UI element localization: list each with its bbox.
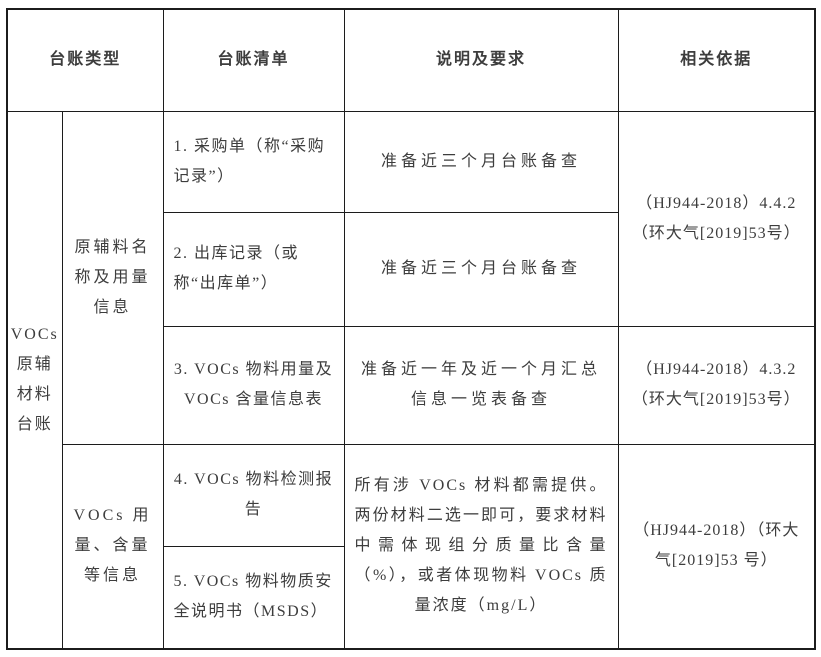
requirement-cell-3: 准备近一年及近一个月汇总信息一览表备查	[343, 325, 619, 445]
table-row: 5. VOCs 物料物质安全说明书（MSDS）	[7, 545, 815, 650]
header-ledger-list: 台账清单	[162, 8, 345, 112]
list-item-msds: 5. VOCs 物料物质安全说明书（MSDS）	[162, 545, 345, 650]
list-item-usage-content-table: 3. VOCs 物料用量及 VOCs 含量信息表	[162, 325, 345, 445]
requirement-cell-1: 准备近三个月台账备查	[343, 110, 619, 213]
requirement-cell-2: 准备近三个月台账备查	[343, 211, 619, 327]
vocs-ledger-table: 台账类型 台账清单 说明及要求 相关依据 VOCs原辅材料台账 原辅料名称及用量…	[6, 8, 817, 650]
subtype-cell-usage-content-info: VOCs 用量、含量等信息	[61, 443, 164, 650]
list-item-purchase-order: 1. 采购单（称“采购记录”）	[162, 110, 345, 213]
requirement-cell-4: 所有涉 VOCs 材料都需提供。两份材料二选一即可，要求材料中需体现组分质量比含…	[343, 443, 619, 650]
header-references: 相关依据	[617, 8, 816, 112]
table-row: VOCs 用量、含量等信息 4. VOCs 物料检测报告 所有涉 VOCs 材料…	[7, 443, 816, 650]
subtype-cell-material-info: 原辅料名称及用量信息	[61, 110, 164, 445]
header-ledger-type: 台账类型	[6, 8, 164, 112]
reference-cell-1: （HJ944-2018）4.4.2（环大气[2019]53号）	[617, 110, 816, 327]
reference-cell-2: （HJ944-2018）4.3.2（环大气[2019]53号）	[617, 325, 816, 445]
table-row: 3. VOCs 物料用量及 VOCs 含量信息表 准备近一年及近一个月汇总信息一…	[7, 325, 816, 445]
list-item-test-report: 4. VOCs 物料检测报告	[162, 443, 345, 547]
reference-cell-3: （HJ944-2018）（环大气[2019]53 号）	[617, 443, 816, 650]
header-requirements: 说明及要求	[343, 8, 619, 112]
table-row: 2. 出库记录（或称“出库单”） 准备近三个月台账备查	[7, 211, 815, 327]
list-item-outbound-record: 2. 出库记录（或称“出库单”）	[162, 211, 345, 327]
category-cell: VOCs原辅材料台账	[6, 110, 63, 650]
header-row: 台账类型 台账清单 说明及要求 相关依据	[6, 8, 816, 112]
table-row: VOCs原辅材料台账 原辅料名称及用量信息 1. 采购单（称“采购记录”） 准备…	[6, 110, 816, 650]
